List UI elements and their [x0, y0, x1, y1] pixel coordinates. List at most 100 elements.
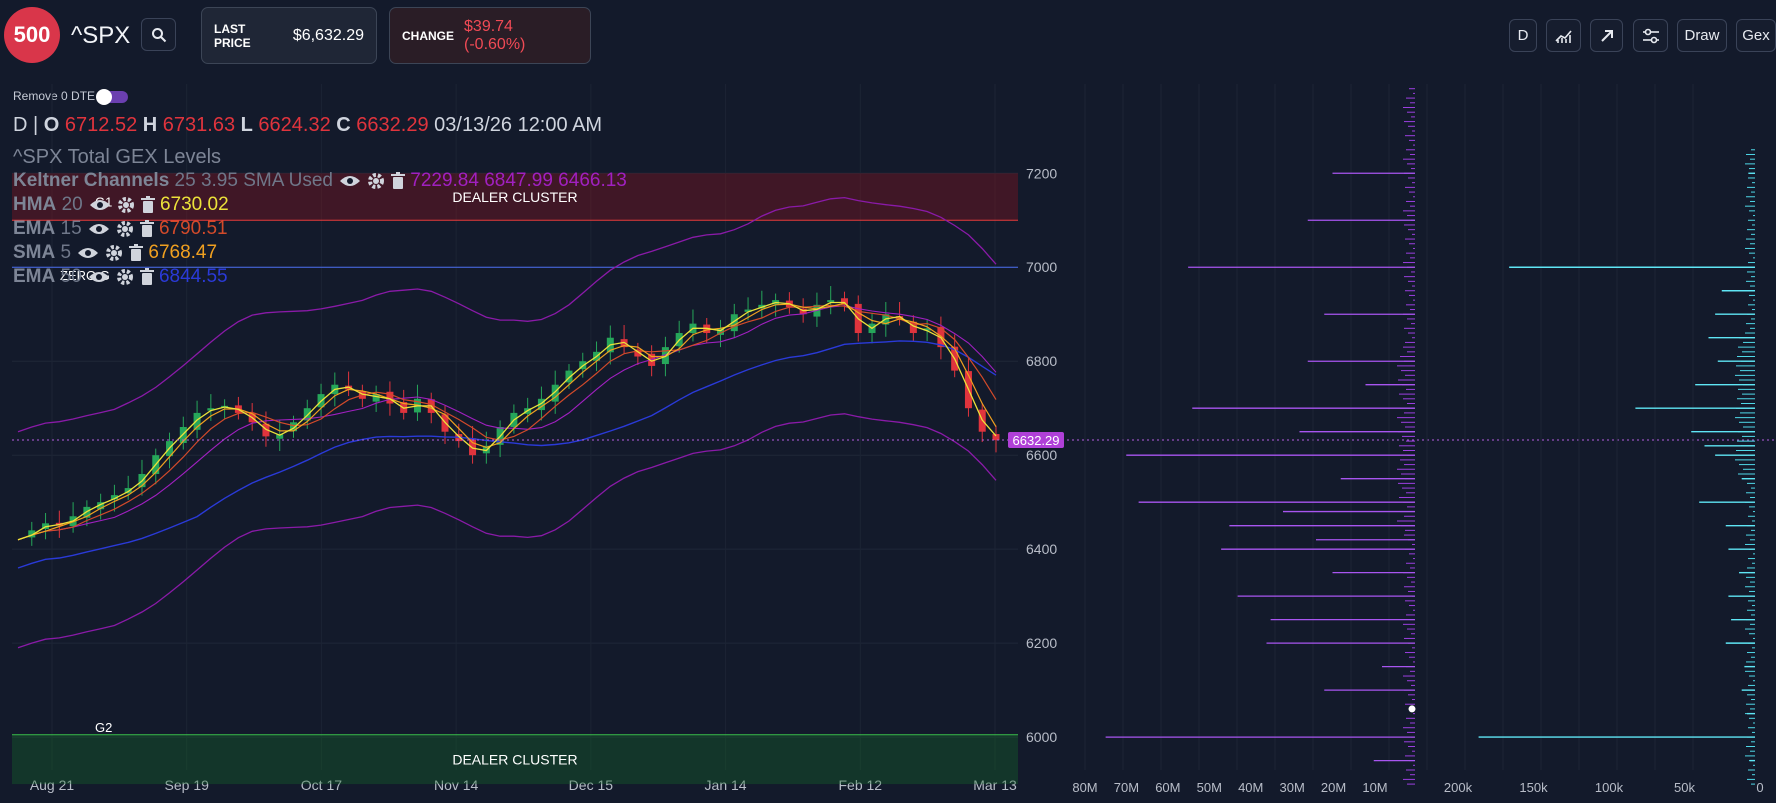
- dealer-cluster-zone: [12, 734, 1018, 785]
- gear-icon[interactable]: [105, 244, 123, 262]
- gex-x-tick: 50M: [1197, 780, 1222, 795]
- candle-body: [427, 399, 435, 413]
- gear-icon[interactable]: [367, 172, 385, 190]
- indicator-params: 50: [60, 266, 82, 287]
- ohlc-interval: D: [13, 114, 28, 136]
- candle-body: [840, 298, 848, 305]
- candle-body: [744, 309, 752, 312]
- candle-body: [593, 351, 601, 361]
- high-label: H: [142, 114, 158, 136]
- eye-icon[interactable]: [89, 198, 111, 212]
- candle-body: [992, 434, 1000, 441]
- trash-icon[interactable]: [139, 267, 154, 286]
- gear-icon[interactable]: [116, 268, 134, 286]
- candle-body: [358, 391, 366, 399]
- search-icon: [151, 27, 166, 42]
- search-button[interactable]: [141, 18, 176, 51]
- indicator-values: 7229.84 6847.99 6466.13: [410, 170, 627, 191]
- candle-body: [317, 394, 325, 408]
- candle-body: [730, 314, 738, 332]
- symbol-label: ^SPX: [71, 22, 131, 49]
- candle-body: [634, 349, 642, 357]
- gear-icon[interactable]: [116, 220, 134, 238]
- eye-icon[interactable]: [339, 174, 361, 188]
- candle-body: [234, 405, 242, 413]
- change-label: CHANGE: [402, 28, 455, 43]
- indicator-params: 15: [60, 218, 82, 239]
- sma5-line: [17, 302, 997, 541]
- indicator-row: Keltner Channels 25 3.95 SMA Used 7229.8…: [13, 170, 627, 192]
- candle-body: [345, 385, 353, 390]
- candle-body: [909, 321, 917, 334]
- trash-icon[interactable]: [140, 195, 155, 214]
- candle-body: [55, 522, 63, 526]
- gear-icon[interactable]: [117, 196, 135, 214]
- candle-body: [606, 337, 614, 353]
- x-tick-label: Mar 13: [973, 777, 1017, 793]
- indicator-name: SMA: [13, 242, 56, 263]
- gex-x-tick: 70M: [1114, 780, 1139, 795]
- last-price-value: $6,632.29: [292, 26, 364, 44]
- candle-body: [785, 300, 793, 308]
- candle-body: [138, 473, 146, 488]
- y-tick-label: 7000: [1026, 259, 1057, 275]
- close-label: C: [336, 114, 351, 136]
- arrow-up-right-icon: [1600, 29, 1613, 42]
- candle-body: [152, 455, 160, 474]
- trash-icon[interactable]: [390, 171, 405, 190]
- candle-body: [524, 408, 532, 414]
- x-tick-label: Aug 21: [30, 777, 75, 793]
- eye-icon[interactable]: [88, 270, 110, 284]
- indicator-row: SMA 5 6768.47: [13, 242, 217, 264]
- y-tick-label: 7200: [1026, 165, 1057, 181]
- interval-button[interactable]: D: [1509, 19, 1537, 52]
- candle-body: [496, 427, 504, 445]
- gex-x-tick: 20M: [1321, 780, 1346, 795]
- candle-body: [413, 398, 421, 413]
- candle-body: [772, 300, 780, 305]
- candle-body: [661, 347, 669, 365]
- trash-icon[interactable]: [139, 219, 154, 238]
- last-price-card: LAST PRICE $6,632.29: [201, 7, 377, 64]
- settings-button[interactable]: [1633, 19, 1668, 52]
- last-price-tag-text: 6632.29: [1013, 433, 1060, 448]
- candle-body: [896, 316, 904, 319]
- candle-body: [482, 445, 490, 454]
- toggle-knob: [96, 89, 112, 105]
- candle-body: [276, 434, 284, 439]
- draw-button[interactable]: Draw: [1677, 19, 1727, 52]
- oi-x-tick: 100k: [1595, 780, 1624, 795]
- open-value: 6712.52: [64, 114, 138, 136]
- candle-body: [565, 370, 573, 383]
- candle-body: [42, 523, 50, 529]
- gex-levels-title: ^SPX Total GEX Levels: [13, 146, 222, 168]
- trend-tool-button[interactable]: [1590, 19, 1623, 52]
- oi-x-tick: 150k: [1519, 780, 1548, 795]
- last-price-label: LAST PRICE: [214, 21, 251, 50]
- candle-body: [717, 328, 725, 335]
- last-price-tag: [1008, 432, 1064, 449]
- indicator-values: 6844.55: [158, 266, 228, 287]
- remove-0dte-toggle[interactable]: [96, 89, 128, 105]
- app-logo[interactable]: 500: [4, 7, 60, 63]
- candle-body: [331, 384, 339, 395]
- gex-x-tick: 10M: [1362, 780, 1387, 795]
- candle-body: [303, 408, 311, 421]
- gex-button[interactable]: Gex: [1736, 19, 1776, 52]
- trash-icon[interactable]: [129, 243, 144, 262]
- keltner-mid-line: [17, 305, 997, 541]
- eye-icon[interactable]: [77, 246, 99, 260]
- x-tick-label: Feb 12: [838, 777, 882, 793]
- indicators-button[interactable]: [1546, 19, 1581, 52]
- candle-body: [620, 339, 628, 348]
- candle-body: [827, 300, 835, 303]
- candle-body: [923, 328, 931, 331]
- y-tick-label: 6600: [1026, 447, 1057, 463]
- oi-x-tick: 0: [1756, 780, 1763, 795]
- candle-body: [648, 353, 656, 366]
- eye-icon[interactable]: [88, 222, 110, 236]
- y-tick-label: 6400: [1026, 541, 1057, 557]
- x-tick-label: Dec 15: [569, 777, 614, 793]
- bar-datetime: 03/13/26 12:00 AM: [434, 114, 603, 136]
- y-tick-label: 6200: [1026, 635, 1057, 651]
